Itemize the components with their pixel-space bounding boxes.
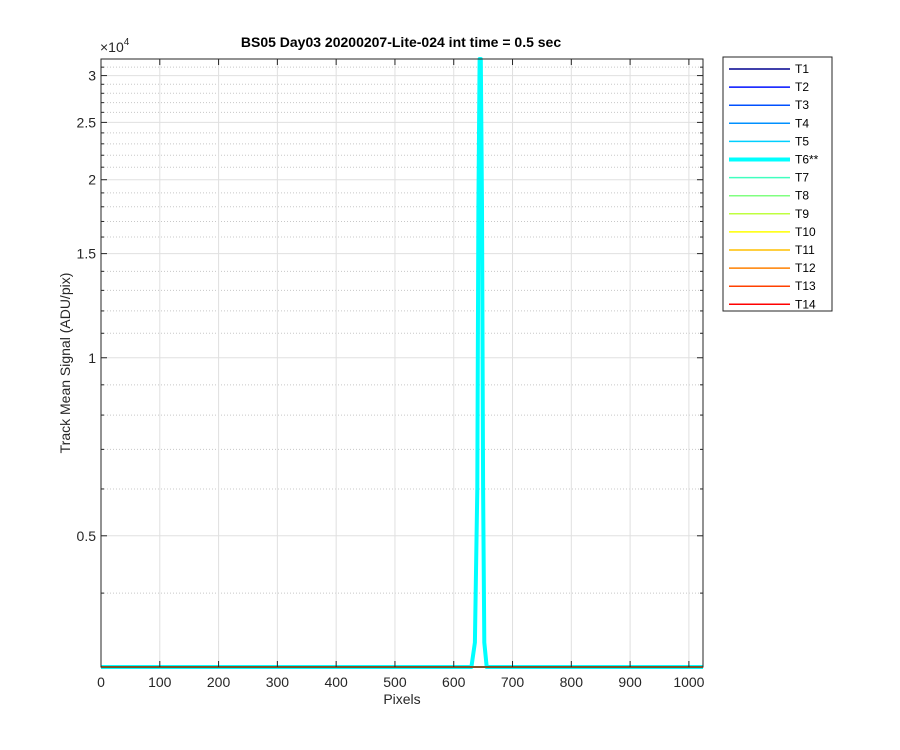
legend-entry: T6** — [795, 153, 819, 167]
legend-entry: T9 — [795, 207, 809, 221]
legend-entry: T7 — [795, 171, 809, 185]
y-axis-exponent-power: 4 — [124, 37, 130, 48]
legend-entry: T4 — [795, 116, 809, 130]
legend-entry: T1 — [795, 62, 809, 76]
legend-entry: T11 — [795, 243, 815, 257]
legend-entry: T5 — [795, 134, 809, 148]
legend-entry: T2 — [795, 80, 809, 94]
y-tick-label: 0.5 — [77, 528, 97, 544]
x-tick-label: 200 — [207, 674, 231, 690]
x-tick-label: 700 — [501, 674, 525, 690]
chart-title: BS05 Day03 20200207-Lite-024 int time = … — [241, 34, 561, 50]
y-tick-label: 2 — [88, 172, 96, 188]
grid — [100, 59, 703, 667]
x-tick-label: 400 — [324, 674, 348, 690]
legend-entry: T3 — [795, 98, 809, 112]
x-tick-label: 0 — [97, 674, 105, 690]
legend-entry: T12 — [795, 261, 816, 275]
x-tick-label: 100 — [148, 674, 172, 690]
y-axis-exponent: ×104 — [100, 37, 130, 55]
y-tick-label: 2.5 — [77, 114, 97, 130]
x-tick-label: 300 — [266, 674, 290, 690]
x-tick-label: 500 — [383, 674, 407, 690]
x-tick-label: 900 — [618, 674, 642, 690]
legend-entry: T13 — [795, 279, 816, 293]
x-axis-label: Pixels — [383, 691, 420, 707]
y-tick-label: 1 — [88, 350, 96, 366]
plot-lines — [101, 57, 703, 669]
legend-entry: T14 — [795, 297, 816, 311]
y-axis-label: Track Mean Signal (ADU/pix) — [57, 273, 73, 454]
series-line — [101, 57, 703, 669]
x-tick-label: 1000 — [673, 674, 704, 690]
legend-entry: T10 — [795, 225, 816, 239]
y-tick-label: 1.5 — [77, 246, 97, 262]
axes: 0 100 200 300 400 500 600 700 800 900 1000 0.5 1 1.5 2… — [77, 58, 705, 690]
y-axis-exponent-base: ×10 — [100, 39, 124, 55]
axes-box — [100, 58, 704, 668]
legend-entry: T8 — [795, 189, 809, 203]
x-tick-label: 800 — [560, 674, 584, 690]
x-tick-label: 600 — [442, 674, 466, 690]
y-tick-label: 3 — [88, 68, 96, 84]
legend: T1 T2 T3 T4 T5 T6** T7 T8 T9 T10 T11 T12 T13 T14 — [722, 56, 833, 312]
